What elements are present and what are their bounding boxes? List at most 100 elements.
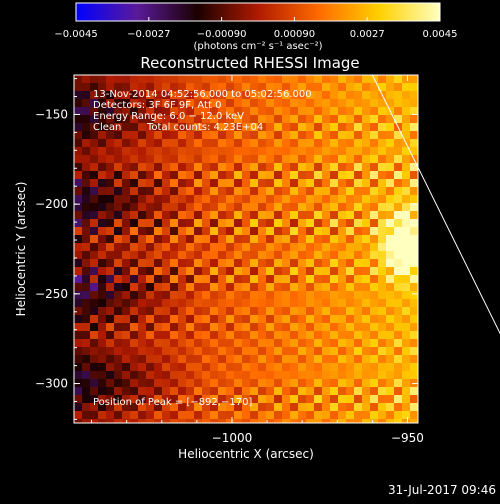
heatmap-cell — [146, 83, 154, 91]
heatmap-cell — [290, 187, 298, 195]
heatmap-cell — [186, 315, 194, 323]
heatmap-cell — [210, 107, 218, 115]
heatmap-cell — [210, 99, 218, 107]
heatmap-cell — [298, 163, 306, 171]
heatmap-cell — [122, 139, 130, 147]
heatmap-cell — [266, 251, 274, 259]
heatmap-cell — [98, 163, 106, 171]
heatmap-cell — [338, 107, 346, 115]
heatmap-cell — [226, 195, 234, 203]
heatmap-cell — [386, 387, 394, 395]
heatmap-cell — [74, 323, 82, 331]
heatmap-cell — [314, 171, 322, 179]
heatmap-cell — [306, 83, 314, 91]
heatmap-cell — [306, 315, 314, 323]
heatmap-cell — [314, 259, 322, 267]
heatmap-cell — [74, 107, 82, 115]
heatmap-cell — [242, 195, 250, 203]
heatmap-cell — [234, 259, 242, 267]
heatmap-cell — [338, 355, 346, 363]
heatmap-cell — [354, 371, 362, 379]
heatmap-cell — [274, 227, 282, 235]
heatmap-cell — [322, 163, 330, 171]
heatmap-cell — [298, 339, 306, 347]
heatmap-cell — [178, 395, 186, 403]
heatmap-cell — [90, 131, 98, 139]
heatmap-cell — [298, 331, 306, 339]
heatmap-cell — [170, 227, 178, 235]
heatmap-cell — [322, 187, 330, 195]
heatmap-cell — [362, 219, 370, 227]
heatmap-cell — [410, 131, 418, 139]
heatmap-cell — [122, 347, 130, 355]
heatmap-cell — [410, 403, 418, 411]
heatmap-cell — [370, 147, 378, 155]
heatmap-cell — [194, 155, 202, 163]
heatmap-cell — [346, 91, 354, 99]
heatmap-cell — [242, 291, 250, 299]
heatmap-cell — [154, 291, 162, 299]
heatmap-cell — [114, 275, 122, 283]
heatmap-cell — [82, 315, 90, 323]
heatmap-cell — [290, 251, 298, 259]
heatmap-cell — [138, 307, 146, 315]
heatmap-cell — [258, 379, 266, 387]
colorbar-tick-label: −0.0045 — [54, 29, 97, 40]
heatmap-cell — [402, 163, 410, 171]
colorbar-unit-label: (photons cm⁻² s⁻¹ asec⁻²) — [193, 41, 322, 52]
heatmap-cell — [322, 419, 330, 423]
y-axis-ticks: −150−200−250−300 — [35, 78, 418, 420]
heatmap-cell — [106, 91, 114, 99]
heatmap-cell — [330, 395, 338, 403]
heatmap-cell — [162, 147, 170, 155]
heatmap-cell — [210, 275, 218, 283]
heatmap-cell — [282, 243, 290, 251]
heatmap-cell — [394, 179, 402, 187]
heatmap-cell — [338, 227, 346, 235]
heatmap-cell — [290, 147, 298, 155]
heatmap-cell — [122, 419, 130, 423]
heatmap-cell — [410, 219, 418, 227]
heatmap-cell — [386, 171, 394, 179]
heatmap-cell — [290, 347, 298, 355]
heatmap-cell — [138, 387, 146, 395]
heatmap-cell — [234, 235, 242, 243]
heatmap-cell — [314, 91, 322, 99]
heatmap-cell — [330, 411, 338, 419]
heatmap-cell — [370, 267, 378, 275]
heatmap-cell — [250, 411, 258, 419]
heatmap-cell — [194, 147, 202, 155]
heatmap-cell — [178, 123, 186, 131]
heatmap-cell — [290, 291, 298, 299]
heatmap-cell — [370, 99, 378, 107]
heatmap-cell — [322, 315, 330, 323]
heatmap-cell — [322, 299, 330, 307]
heatmap-cell — [202, 355, 210, 363]
heatmap-cell — [226, 75, 234, 83]
heatmap-cell — [186, 211, 194, 219]
heatmap-cell — [106, 251, 114, 259]
heatmap-cell — [90, 275, 98, 283]
heatmap-cell — [290, 99, 298, 107]
heatmap-cell — [258, 163, 266, 171]
heatmap-cell — [354, 195, 362, 203]
heatmap-cell — [162, 307, 170, 315]
heatmap-cell — [242, 163, 250, 171]
heatmap-cell — [362, 195, 370, 203]
heatmap-cell — [146, 243, 154, 251]
heatmap-cell — [122, 219, 130, 227]
heatmap-cell — [338, 275, 346, 283]
heatmap-cell — [354, 107, 362, 115]
heatmap-cell — [410, 419, 418, 423]
heatmap-cell — [106, 323, 114, 331]
heatmap-cell — [290, 275, 298, 283]
heatmap-cell — [250, 171, 258, 179]
heatmap-cell — [178, 155, 186, 163]
heatmap-cell — [386, 307, 394, 315]
heatmap-cell — [402, 227, 410, 235]
heatmap-cell — [114, 163, 122, 171]
heatmap-cell — [218, 395, 226, 403]
heatmap-cell — [402, 155, 410, 163]
heatmap-cell — [314, 235, 322, 243]
